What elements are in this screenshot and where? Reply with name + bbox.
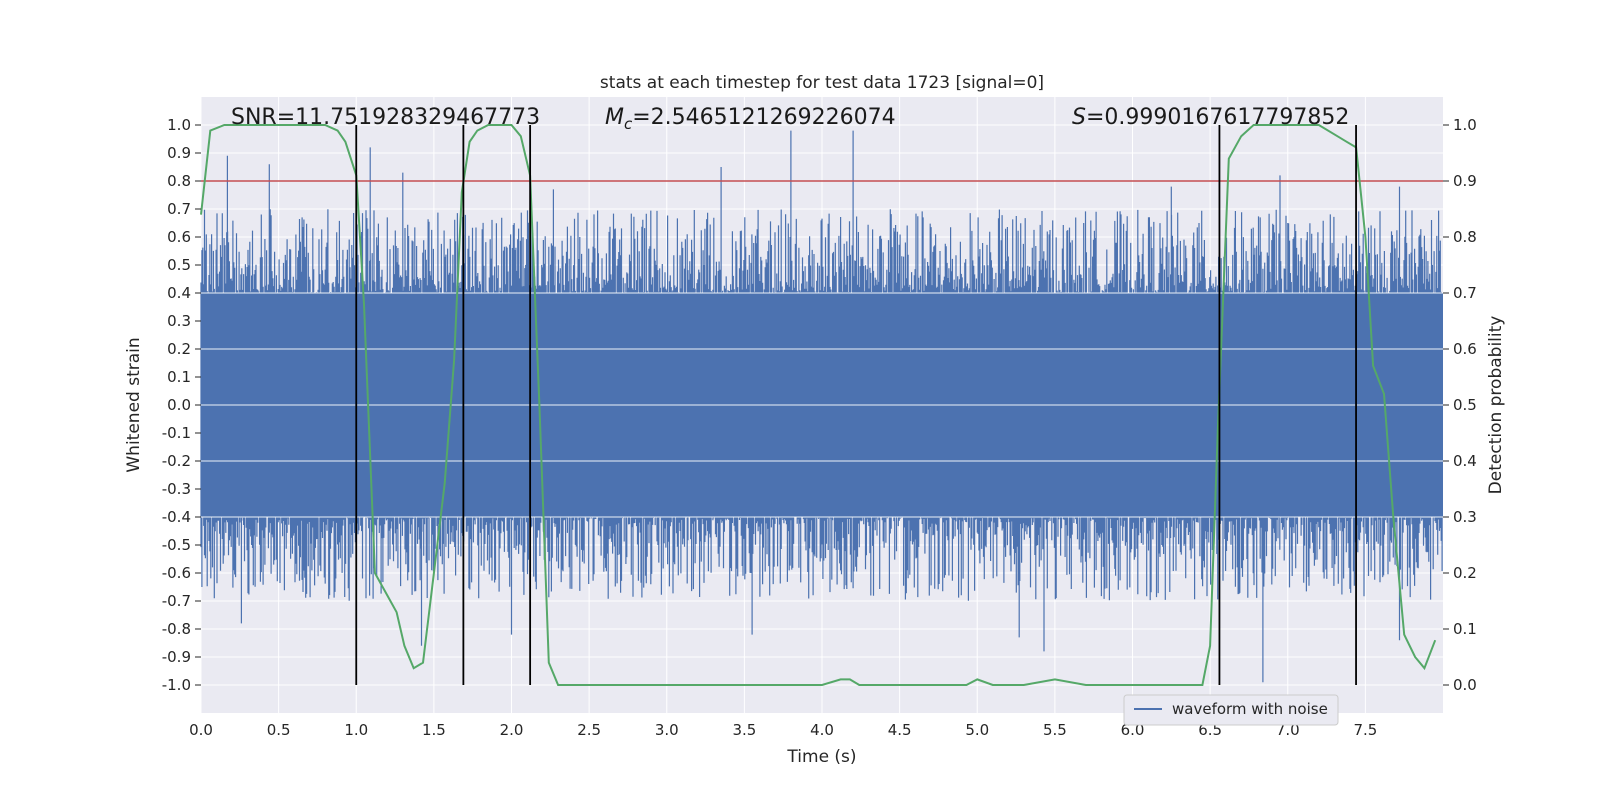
score-annotation: S=0.9990167617797852	[1072, 105, 1349, 130]
y-tick-label-left: 1.0	[167, 116, 191, 134]
y-tick-label-left: -0.3	[162, 480, 191, 498]
y-tick-label-right: 0.0	[1453, 676, 1477, 694]
x-tick-label: 0.5	[267, 721, 291, 739]
y-tick-label-left: -0.8	[162, 620, 191, 638]
x-tick-label: 3.0	[655, 721, 679, 739]
y-tick-label-left: 0.7	[167, 200, 191, 218]
vertical-marker-lines	[355, 125, 1357, 685]
tick-labels: 0.0 0.5 1.0 1.5 2.0 2.5 3.0 3.5 4.0 4.5 5.0 5.5 6.0 6…	[162, 116, 1477, 739]
y-axis-label-left: Whitened strain	[124, 337, 144, 472]
x-axis-label: Time (s)	[786, 747, 856, 767]
legend-box	[1123, 694, 1339, 726]
x-tick-label: 4.0	[810, 721, 834, 739]
score-symbol: S	[1072, 105, 1086, 130]
chart-title: stats at each timestep for test data 172…	[600, 73, 1044, 93]
x-tick-label: 0.0	[189, 721, 213, 739]
x-tick-label: 5.0	[965, 721, 989, 739]
y-tick-label-left: -1.0	[162, 676, 191, 694]
y-axis-label-right: Detection probability	[1486, 316, 1506, 495]
y-tick-label-left: -0.1	[162, 424, 191, 442]
y-tick-label-left: 0.2	[167, 340, 191, 358]
snr-annotation: SNR=11.751928329467773	[231, 105, 540, 130]
y-tick-label-left: 0.0	[167, 396, 191, 414]
y-tick-label-left: -0.4	[162, 508, 191, 526]
x-tick-label: 1.5	[422, 721, 446, 739]
x-tick-label: 5.5	[1043, 721, 1067, 739]
probability-series	[200, 124, 1437, 686]
y-tick-label-left: 0.9	[167, 144, 191, 162]
x-tick-label: 3.5	[732, 721, 756, 739]
y-tick-label-left: 0.8	[167, 172, 191, 190]
y-tick-label-right: 0.2	[1453, 564, 1477, 582]
chirp-mass-symbol: M	[605, 105, 624, 130]
y-tick-label-right: 0.9	[1453, 172, 1477, 190]
x-tick-label: 4.5	[888, 721, 912, 739]
x-tick-label: 7.5	[1353, 721, 1377, 739]
y-tick-label-left: 0.1	[167, 368, 191, 386]
y-tick-label-left: 0.5	[167, 256, 191, 274]
y-tick-label-left: -0.5	[162, 536, 191, 554]
chirp-mass-value: =2.5465121269226074	[632, 105, 895, 130]
y-tick-label-right: 0.4	[1453, 452, 1477, 470]
x-tick-label: 1.0	[344, 721, 368, 739]
y-tick-label-left: -0.7	[162, 592, 191, 610]
chirp-mass-subscript: c	[624, 115, 633, 133]
y-tick-label-right: 0.8	[1453, 228, 1477, 246]
legend: waveform with noise	[1123, 694, 1339, 726]
y-tick-label-left: -0.6	[162, 564, 191, 582]
chirp-mass-annotation: Mc=2.5465121269226074	[605, 105, 896, 133]
score-value: =0.9990167617797852	[1086, 105, 1349, 130]
waveform-series	[200, 130, 1443, 683]
y-tick-label-right: 1.0	[1453, 116, 1477, 134]
y-tick-label-left: 0.6	[167, 228, 191, 246]
y-tick-label-left: 0.4	[167, 284, 191, 302]
y-tick-label-left: -0.2	[162, 452, 191, 470]
y-tick-label-right: 0.6	[1453, 340, 1477, 358]
probability-curve	[200, 124, 1437, 686]
y-tick-label-left: -0.9	[162, 648, 191, 666]
y-tick-label-right: 0.1	[1453, 620, 1477, 638]
waveform-noise	[200, 130, 1443, 683]
y-tick-label-left: 0.3	[167, 312, 191, 330]
legend-label: waveform with noise	[1172, 700, 1328, 718]
x-tick-label: 2.0	[500, 721, 524, 739]
y-tick-label-right: 0.3	[1453, 508, 1477, 526]
y-tick-label-right: 0.5	[1453, 396, 1477, 414]
y-tick-label-right: 0.7	[1453, 284, 1477, 302]
x-tick-label: 2.5	[577, 721, 601, 739]
